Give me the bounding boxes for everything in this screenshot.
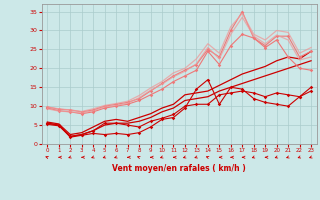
- X-axis label: Vent moyen/en rafales ( km/h ): Vent moyen/en rafales ( km/h ): [112, 164, 246, 173]
